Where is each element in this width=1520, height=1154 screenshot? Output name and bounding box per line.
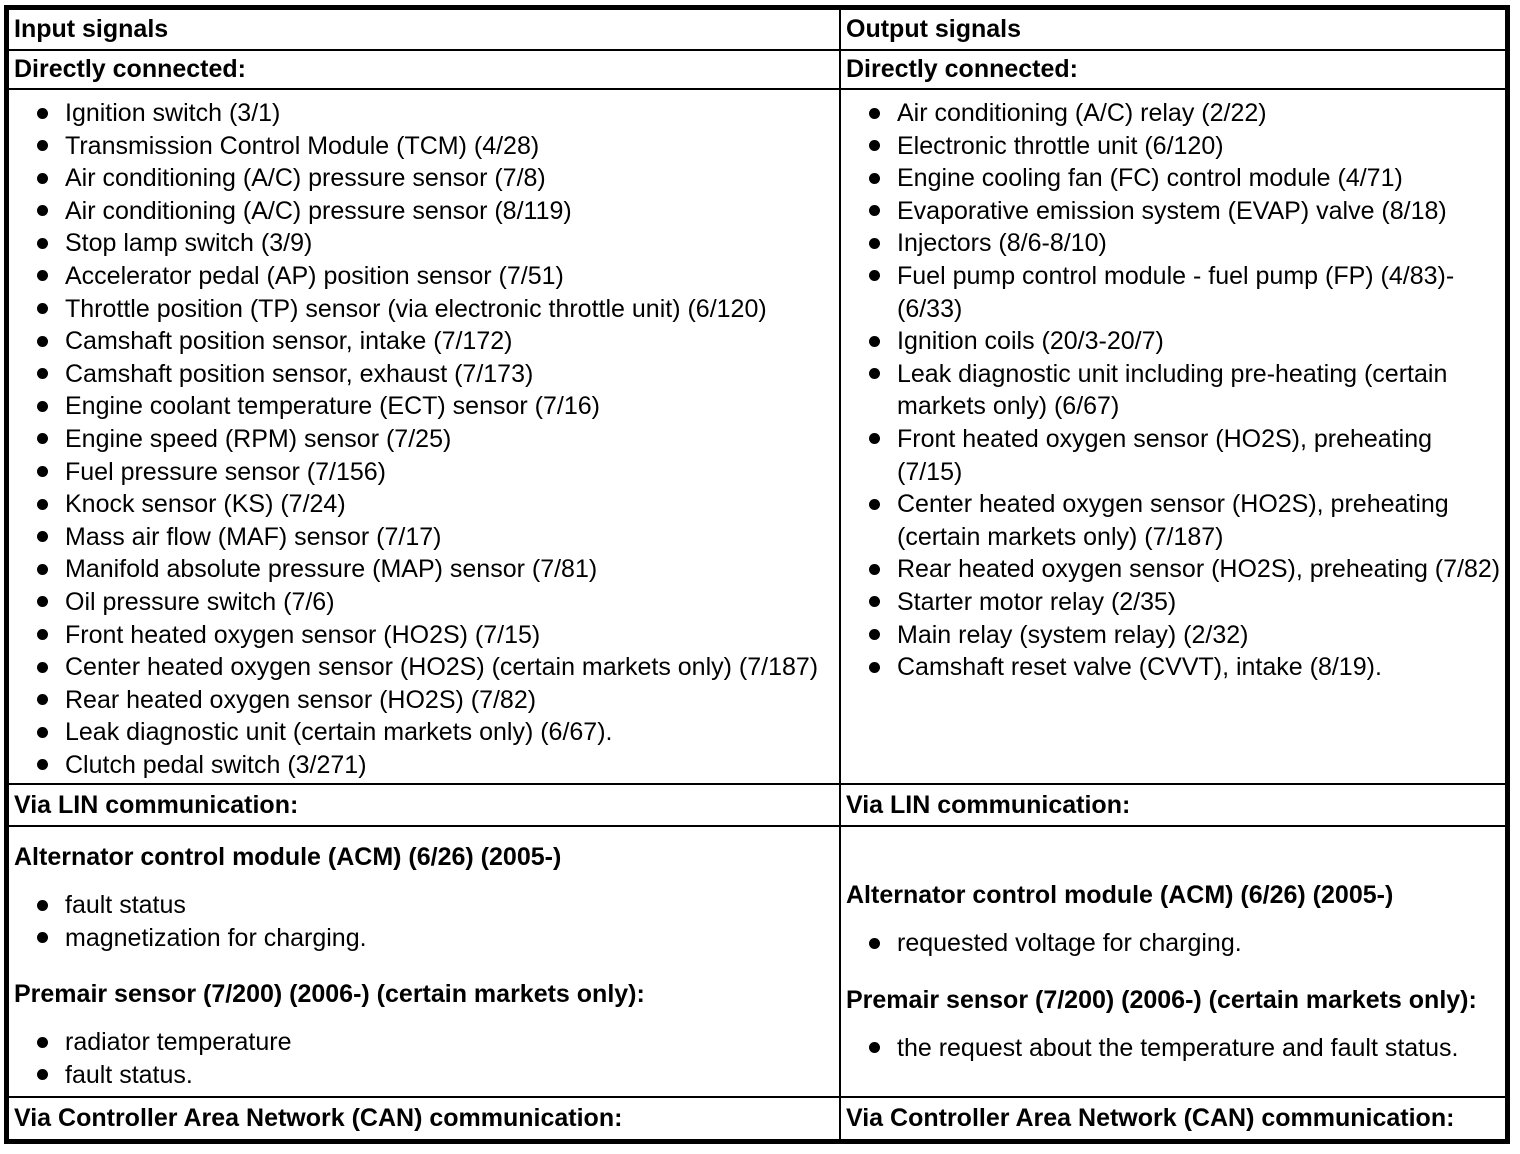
list-item: Camshaft position sensor, exhaust (7/173… [37,358,839,391]
output-directly-connected-cell: Air conditioning (A/C) relay (2/22) Elect… [841,90,1505,783]
list-item: Ignition coils (20/3-20/7) [869,325,1505,358]
output-directly-connected-list: Air conditioning (A/C) relay (2/22) Elect… [841,97,1505,684]
list-item: Stop lamp switch (3/9) [37,227,839,260]
list-item: Mass air flow (MAF) sensor (7/17) [37,521,839,554]
lin-content-row: Alternator control module (ACM) (6/26) (… [9,827,1505,1098]
list-item: fault status. [37,1059,835,1092]
list-item: radiator temperature [37,1026,835,1059]
input-signals-header: Input signals [9,10,841,49]
signals-table: Input signals Output signals Directly co… [4,5,1510,1144]
directly-connected-lists-row: Ignition switch (3/1) Transmission Contro… [9,90,1505,785]
via-lin-row: Via LIN communication: Via LIN communica… [9,785,1505,827]
input-directly-connected-label: Directly connected: [9,51,841,88]
list-item: Center heated oxygen sensor (HO2S), preh… [869,488,1505,553]
list-item: Ignition switch (3/1) [37,97,839,130]
list-item: Engine coolant temperature (ECT) sensor … [37,390,839,423]
list-item: Engine cooling fan (FC) control module (… [869,162,1505,195]
list-item: Transmission Control Module (TCM) (4/28) [37,130,839,163]
output-directly-connected-label: Directly connected: [846,55,1079,83]
input-via-can-label: Via Controller Area Network (CAN) commun… [9,1098,841,1139]
output-premair-list: the request about the temperature and fa… [846,1032,1501,1065]
list-item: Air conditioning (A/C) relay (2/22) [869,97,1505,130]
list-item: Rear heated oxygen sensor (HO2S), prehea… [869,553,1505,586]
output-via-lin-label: Via LIN communication: [846,790,1131,819]
list-item: Air conditioning (A/C) pressure sensor (… [37,195,839,228]
list-item: Electronic throttle unit (6/120) [869,130,1505,163]
list-item: Front heated oxygen sensor (HO2S) (7/15) [37,619,839,652]
output-via-can-label: Via Controller Area Network (CAN) commun… [846,1104,1455,1132]
list-item: Manifold absolute pressure (MAP) sensor … [37,553,839,586]
list-item: magnetization for charging. [37,922,835,955]
output-premair-heading: Premair sensor (7/200) (2006-) (certain … [846,985,1477,1014]
input-premair-list: radiator temperature fault status. [14,1026,835,1091]
header-row: Input signals Output signals [9,10,1505,51]
list-item: Front heated oxygen sensor (HO2S), prehe… [869,423,1505,488]
list-item: requested voltage for charging. [869,927,1501,960]
output-signals-header: Output signals [846,15,1021,43]
output-lin-content-cell: Alternator control module (ACM) (6/26) (… [841,827,1505,1096]
output-acm-list: requested voltage for charging. [846,927,1501,960]
input-acm-list: fault status magnetization for charging. [14,889,835,954]
list-item: Fuel pump control module - fuel pump (FP… [869,260,1505,325]
input-directly-connected-list: Ignition switch (3/1) Transmission Contro… [9,97,839,781]
list-item: Starter motor relay (2/35) [869,586,1505,619]
list-item: Leak diagnostic unit (certain markets on… [37,716,839,749]
input-via-lin-label: Via LIN communication: [9,785,841,825]
list-item: Engine speed (RPM) sensor (7/25) [37,423,839,456]
list-item: Evaporative emission system (EVAP) valve… [869,195,1505,228]
list-item: Injectors (8/6-8/10) [869,227,1505,260]
input-acm-heading: Alternator control module (ACM) (6/26) (… [14,843,562,871]
list-item: Throttle position (TP) sensor (via elect… [37,293,839,326]
list-item: Fuel pressure sensor (7/156) [37,456,839,489]
directly-connected-row: Directly connected: Directly connected: [9,51,1505,90]
list-item: Center heated oxygen sensor (HO2S) (cert… [37,651,839,684]
via-can-row: Via Controller Area Network (CAN) commun… [9,1098,1505,1139]
list-item: Oil pressure switch (7/6) [37,586,839,619]
list-item: Knock sensor (KS) (7/24) [37,488,839,521]
list-item: Camshaft reset valve (CVVT), intake (8/1… [869,651,1505,684]
input-premair-heading: Premair sensor (7/200) (2006-) (certain … [14,980,645,1009]
input-lin-content-cell: Alternator control module (ACM) (6/26) (… [9,827,841,1096]
list-item: Clutch pedal switch (3/271) [37,749,839,782]
list-item: Rear heated oxygen sensor (HO2S) (7/82) [37,684,839,717]
list-item: fault status [37,889,835,922]
output-acm-heading: Alternator control module (ACM) (6/26) (… [846,881,1394,909]
input-directly-connected-cell: Ignition switch (3/1) Transmission Contro… [9,90,841,783]
list-item: Camshaft position sensor, intake (7/172) [37,325,839,358]
list-item: Main relay (system relay) (2/32) [869,619,1505,652]
list-item: the request about the temperature and fa… [869,1032,1501,1065]
list-item: Air conditioning (A/C) pressure sensor (… [37,162,839,195]
list-item: Leak diagnostic unit including pre-heati… [869,358,1505,423]
list-item: Accelerator pedal (AP) position sensor (… [37,260,839,293]
